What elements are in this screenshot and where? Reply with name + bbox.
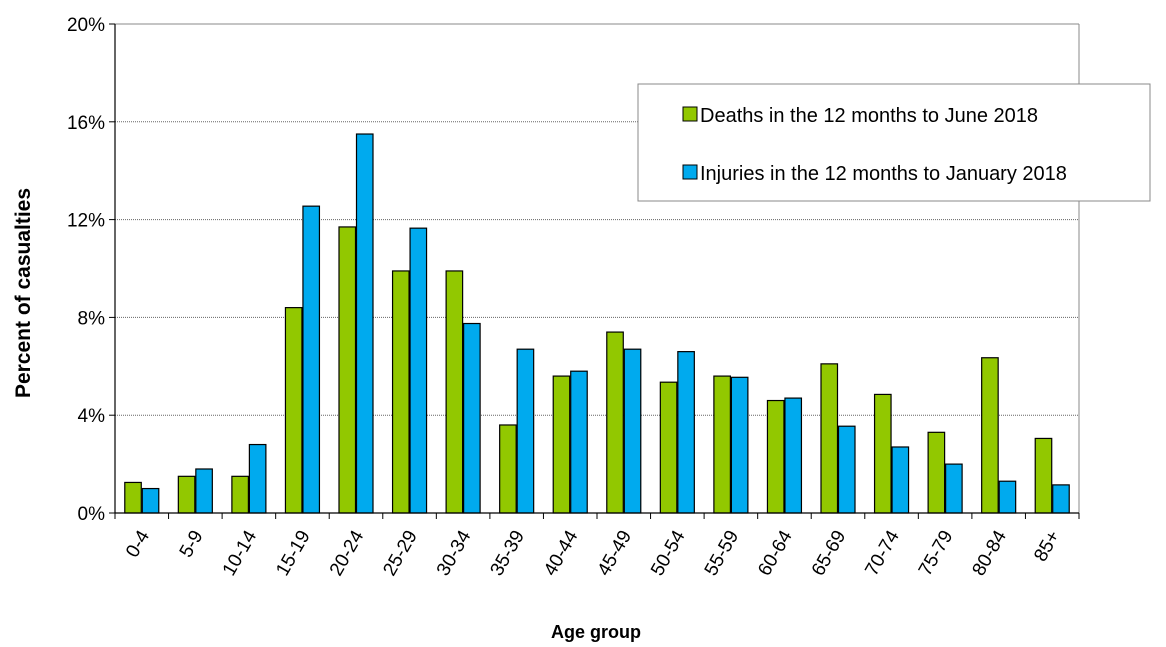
x-tick-label: 85+ (1030, 527, 1064, 565)
x-tick-label: 50-54 (647, 527, 690, 580)
x-tick-label: 40-44 (540, 527, 583, 580)
y-tick-label: 12% (67, 211, 105, 232)
bar-deaths-70-74 (873, 393, 892, 514)
y-tick-label: 4% (78, 406, 106, 427)
bar-injuries-40-44 (570, 370, 588, 514)
bar-injuries-25-29 (409, 227, 428, 514)
bar-injuries-80-84 (998, 480, 1017, 514)
bar-injuries-75-79 (945, 463, 963, 514)
y-tick-label: 16% (67, 113, 105, 134)
legend-box (637, 83, 1151, 202)
x-tick-label: 80-84 (969, 527, 1012, 580)
y-tick-label: 0% (78, 504, 106, 525)
x-tick-label: 20-24 (326, 527, 369, 580)
legend: Deaths in the 12 months to June 2018 Inj… (637, 83, 1151, 202)
x-tick-label: 75-79 (915, 527, 957, 580)
legend-swatch-injuries (682, 164, 698, 180)
bar-deaths-50-54 (659, 381, 678, 514)
x-tick-label: 15-19 (272, 527, 314, 580)
x-tick-label: 65-69 (808, 527, 850, 580)
bar-deaths-20-24 (338, 226, 357, 514)
x-tick-label: 60-64 (754, 527, 797, 580)
bar-deaths-65-69 (820, 363, 839, 514)
bar-deaths-45-49 (606, 331, 624, 514)
y-tick-label: 8% (78, 308, 106, 329)
bar-injuries-60-64 (784, 397, 803, 514)
bar-injuries-50-54 (677, 351, 695, 514)
x-tick-label: 25-29 (379, 527, 421, 580)
bar-injuries-10-14 (248, 443, 267, 514)
y-tick-labels: 0% 4% 8% 12% 16% 20% (67, 15, 105, 525)
legend-label-injuries: Injuries in the 12 months to January 201… (700, 163, 1067, 185)
x-axis-title: Age group (551, 622, 641, 642)
bar-deaths-85+ (1034, 437, 1053, 514)
bar-deaths-40-44 (552, 375, 571, 514)
bar-injuries-35-39 (516, 348, 535, 514)
bar-deaths-30-34 (445, 270, 464, 514)
bar-injuries-55-59 (730, 376, 749, 514)
bar-injuries-5-9 (195, 468, 213, 514)
x-tick-label: 55-59 (701, 527, 743, 580)
gridlines (115, 121, 1079, 416)
bar-injuries-65-69 (837, 425, 856, 514)
bar-injuries-70-74 (891, 446, 910, 514)
bar-injuries-15-19 (302, 205, 321, 514)
y-axis-title: Percent of casualties (12, 188, 35, 398)
legend-label-deaths: Deaths in the 12 months to June 2018 (700, 105, 1038, 127)
bar-deaths-0-4 (124, 481, 142, 514)
bar-deaths-25-29 (391, 270, 410, 514)
x-tick-label: 10-14 (219, 527, 262, 580)
bar-injuries-0-4 (141, 487, 160, 514)
bar-injuries-45-49 (623, 348, 642, 514)
bar-deaths-10-14 (231, 475, 249, 514)
bar-injuries-30-34 (463, 322, 481, 514)
bar-deaths-55-59 (713, 375, 731, 514)
bar-injuries-85+ (1052, 484, 1070, 514)
x-tick-labels: 0-4 5-9 10-14 15-19 20-24 25-29 30-34 35-39 40-4… (122, 527, 1064, 580)
x-tick-label: 0-4 (122, 527, 154, 562)
bar-deaths-35-39 (499, 424, 517, 514)
x-tick-label: 45-49 (594, 527, 636, 580)
x-tick-label: 70-74 (861, 527, 904, 580)
bar-deaths-75-79 (927, 431, 946, 514)
legend-swatch-deaths (682, 106, 698, 122)
bar-deaths-80-84 (981, 357, 999, 514)
bar-injuries-20-24 (355, 133, 374, 514)
bar-deaths-60-64 (766, 399, 785, 514)
x-tick-label: 5-9 (176, 527, 208, 561)
x-tick-label: 35-39 (487, 527, 529, 580)
bar-deaths-5-9 (177, 475, 196, 514)
x-tick-label: 30-34 (433, 527, 476, 580)
y-tick-label: 20% (67, 15, 105, 36)
bar-deaths-15-19 (284, 307, 303, 514)
